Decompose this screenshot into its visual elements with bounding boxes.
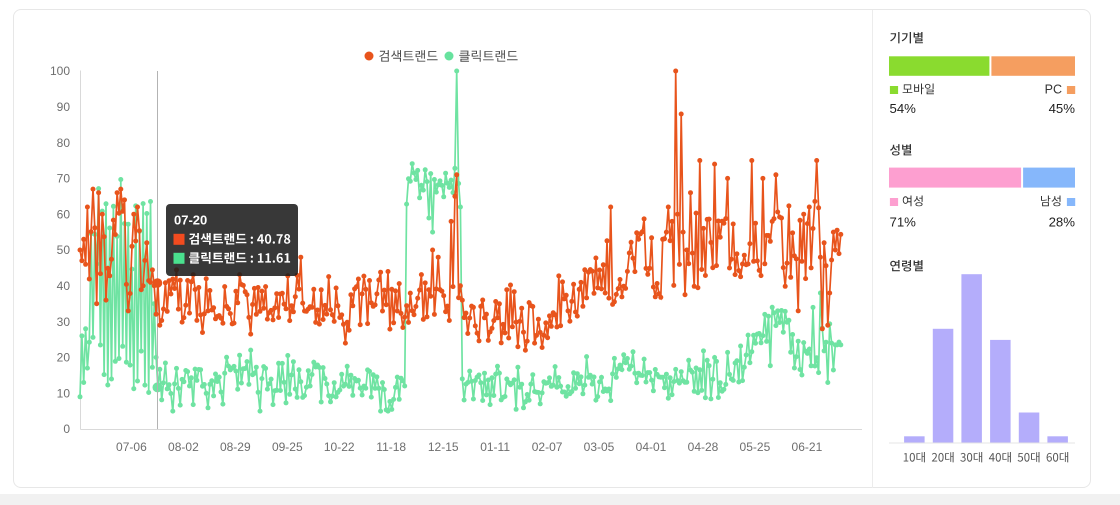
svg-text:80: 80 — [57, 136, 71, 150]
svg-text:40: 40 — [57, 279, 71, 293]
svg-text:08-29: 08-29 — [220, 440, 251, 454]
svg-text:04-01: 04-01 — [636, 440, 667, 454]
svg-text:04-28: 04-28 — [688, 440, 719, 454]
svg-text:45%: 45% — [1049, 101, 1076, 116]
svg-text:70: 70 — [57, 172, 71, 186]
svg-text:100: 100 — [50, 64, 70, 78]
svg-text:0: 0 — [63, 422, 70, 436]
svg-text:10: 10 — [57, 386, 71, 400]
svg-text:20: 20 — [57, 351, 71, 365]
svg-text:07-06: 07-06 — [116, 440, 147, 454]
svg-text:02-07: 02-07 — [532, 440, 563, 454]
svg-text:06-21: 06-21 — [792, 440, 823, 454]
svg-text:54%: 54% — [890, 101, 917, 116]
svg-text:08-02: 08-02 — [168, 440, 199, 454]
svg-text:07-20: 07-20 — [174, 213, 207, 228]
svg-text:05-25: 05-25 — [740, 440, 771, 454]
svg-text:12-15: 12-15 — [428, 440, 459, 454]
svg-text:09-25: 09-25 — [272, 440, 303, 454]
svg-text:90: 90 — [57, 100, 71, 114]
svg-text:28%: 28% — [1049, 215, 1076, 230]
svg-text:50: 50 — [57, 243, 71, 257]
svg-text:01-11: 01-11 — [480, 440, 510, 454]
svg-text:PC: PC — [1045, 82, 1062, 96]
svg-text:30: 30 — [57, 315, 71, 329]
svg-text:10-22: 10-22 — [324, 440, 355, 454]
svg-text:71%: 71% — [890, 215, 917, 230]
svg-text:60: 60 — [57, 207, 71, 221]
svg-text:03-05: 03-05 — [584, 440, 615, 454]
svg-text:11-18: 11-18 — [376, 440, 406, 454]
